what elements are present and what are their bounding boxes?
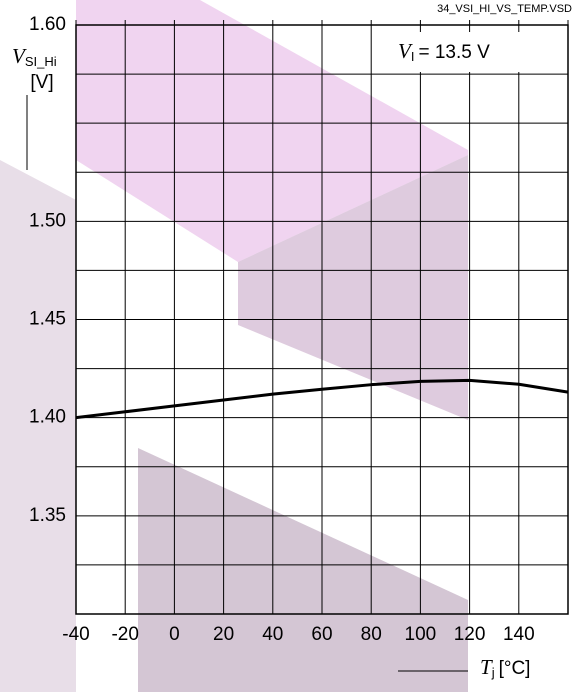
watermark-shape bbox=[0, 160, 76, 692]
x-tick-label: 80 bbox=[361, 624, 382, 645]
annotation-text: = 13.5 V bbox=[418, 42, 490, 63]
data-line bbox=[75, 378, 569, 420]
file-label: 34_VSI_HI_VS_TEMP.VSD bbox=[437, 3, 572, 15]
x-tick-label: 140 bbox=[503, 624, 535, 645]
annotation-symbol: V bbox=[398, 39, 413, 63]
x-axis-label: Tj [°C] bbox=[480, 655, 530, 681]
y-tick-label: 1.45 bbox=[29, 309, 66, 330]
y-label-symbol: V bbox=[12, 44, 27, 68]
y-axis-unit: [V] bbox=[30, 72, 53, 93]
y-label-subscript: SI_Hi bbox=[25, 54, 57, 69]
x-label-unit: [°C] bbox=[499, 658, 531, 679]
y-axis-label: VSI_Hi bbox=[12, 44, 57, 70]
y-tick-label: 1.35 bbox=[29, 505, 66, 526]
x-tick-label: 0 bbox=[169, 624, 180, 645]
watermark-shape bbox=[138, 448, 468, 692]
x-tick-label: -40 bbox=[62, 624, 89, 645]
x-tick-label: 20 bbox=[213, 624, 234, 645]
watermark bbox=[0, 0, 468, 692]
x-tick-label: 120 bbox=[454, 624, 486, 645]
plot-frame bbox=[75, 24, 569, 615]
x-tick-label: 40 bbox=[262, 624, 283, 645]
x-label-symbol: T bbox=[480, 655, 493, 679]
annotation: VI = 13.5 V bbox=[398, 39, 490, 65]
x-tick-label: -20 bbox=[111, 624, 138, 645]
y-tick-label: 1.60 bbox=[29, 14, 66, 35]
x-tick-label: 60 bbox=[311, 624, 332, 645]
y-tick-label: 1.40 bbox=[29, 407, 66, 428]
y-tick-label: 1.50 bbox=[29, 210, 66, 231]
x-tick-label: 100 bbox=[405, 624, 437, 645]
annotation-subscript: I bbox=[411, 49, 415, 64]
annotation-box bbox=[385, 32, 540, 72]
x-label-subscript: j bbox=[491, 665, 495, 680]
